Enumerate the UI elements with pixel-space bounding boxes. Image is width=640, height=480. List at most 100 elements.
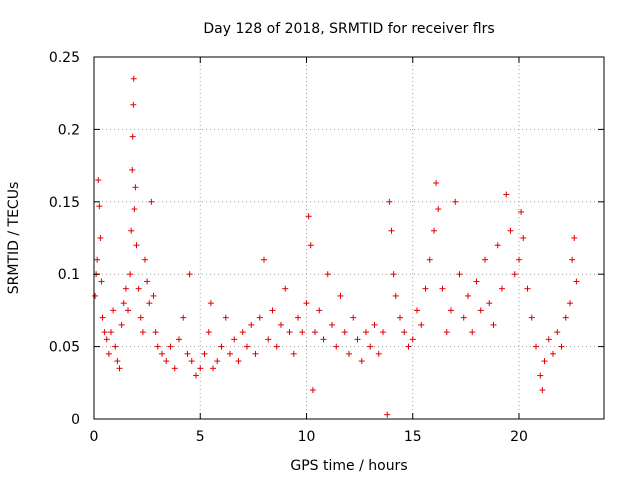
data-point (333, 343, 340, 350)
data-point (384, 411, 391, 418)
data-point (130, 75, 137, 82)
chart-title: Day 128 of 2018, SRMTID for receiver flr… (203, 21, 494, 37)
data-point (409, 336, 416, 343)
x-tick-label: 20 (510, 429, 528, 445)
y-tick-label: 0.15 (49, 195, 80, 211)
data-point (248, 321, 255, 328)
data-point (309, 387, 316, 394)
grid-lines (94, 57, 604, 419)
data-point (295, 314, 301, 321)
data-point (218, 343, 225, 350)
data-point (439, 285, 446, 292)
y-axis-label: SRMTID / TECUs (6, 182, 22, 295)
data-point (433, 179, 440, 186)
data-point (148, 198, 155, 205)
data-point (486, 300, 493, 307)
data-point (214, 358, 221, 365)
x-tick-label: 5 (196, 429, 205, 445)
data-point (188, 358, 195, 365)
data-point (95, 177, 102, 184)
data-point (207, 300, 214, 307)
data-point (137, 314, 144, 321)
data-point (329, 321, 335, 328)
data-point (129, 133, 136, 140)
data-point (184, 350, 191, 357)
data-point (422, 285, 429, 292)
data-point (533, 343, 539, 350)
x-tick-label: 15 (404, 429, 422, 445)
data-point (452, 198, 459, 205)
data-point (135, 285, 142, 292)
y-tick-label: 0.25 (49, 50, 80, 66)
data-point (101, 329, 108, 336)
data-point (180, 314, 187, 321)
data-point (550, 350, 556, 357)
data-point (114, 358, 121, 365)
data-point (465, 292, 471, 299)
data-point (346, 350, 352, 357)
data-point (499, 285, 505, 292)
data-point (375, 350, 382, 357)
data-point (562, 314, 569, 321)
data-point (99, 314, 106, 321)
data-point (460, 314, 467, 321)
data-point (282, 285, 289, 292)
data-point (261, 256, 267, 263)
x-tick-label: 10 (298, 429, 316, 445)
data-point (110, 307, 117, 314)
data-point (490, 321, 497, 328)
data-point (130, 101, 137, 108)
data-point (103, 336, 110, 343)
data-point (108, 329, 114, 336)
data-point (358, 358, 365, 365)
data-point (120, 300, 127, 307)
data-point (197, 365, 204, 372)
data-point (473, 278, 480, 285)
data-point (142, 256, 148, 263)
data-point (125, 307, 131, 314)
data-point (154, 343, 161, 350)
data-point (482, 256, 488, 263)
data-point (116, 365, 123, 372)
data-point (567, 300, 573, 307)
data-point (418, 321, 425, 328)
data-point (354, 336, 361, 343)
x-tick-label: 0 (90, 429, 99, 445)
data-point (163, 358, 170, 365)
data-point (252, 350, 259, 357)
data-point (265, 336, 272, 343)
data-point (558, 343, 565, 350)
data-point (307, 242, 314, 249)
data-point (494, 242, 501, 249)
data-point (128, 227, 135, 234)
data-point (299, 329, 306, 336)
data-point (171, 365, 178, 372)
data-point (227, 350, 233, 357)
data-point (341, 329, 348, 336)
data-point (305, 213, 312, 220)
data-point (363, 329, 369, 336)
data-point (507, 227, 514, 234)
data-point (122, 285, 129, 292)
data-point (388, 227, 395, 234)
data-point (380, 329, 386, 336)
data-point (139, 329, 146, 336)
data-point (569, 256, 576, 263)
data-point (431, 227, 437, 234)
data-point (405, 343, 412, 350)
data-point (554, 329, 561, 336)
axis-ticks: 0 5 10 15 20 0 0.05 0.1 0.15 0.2 0.25 (49, 50, 604, 445)
data-point (210, 365, 216, 372)
data-point (337, 292, 344, 299)
data-point (235, 358, 242, 365)
data-point (97, 235, 104, 241)
data-point (98, 278, 105, 285)
data-point (278, 321, 284, 328)
data-point (469, 329, 476, 336)
data-point (286, 329, 293, 336)
data-point (193, 372, 199, 379)
data-point (256, 314, 263, 321)
data-point (244, 343, 250, 350)
data-point (456, 271, 463, 278)
data-point (94, 256, 101, 263)
